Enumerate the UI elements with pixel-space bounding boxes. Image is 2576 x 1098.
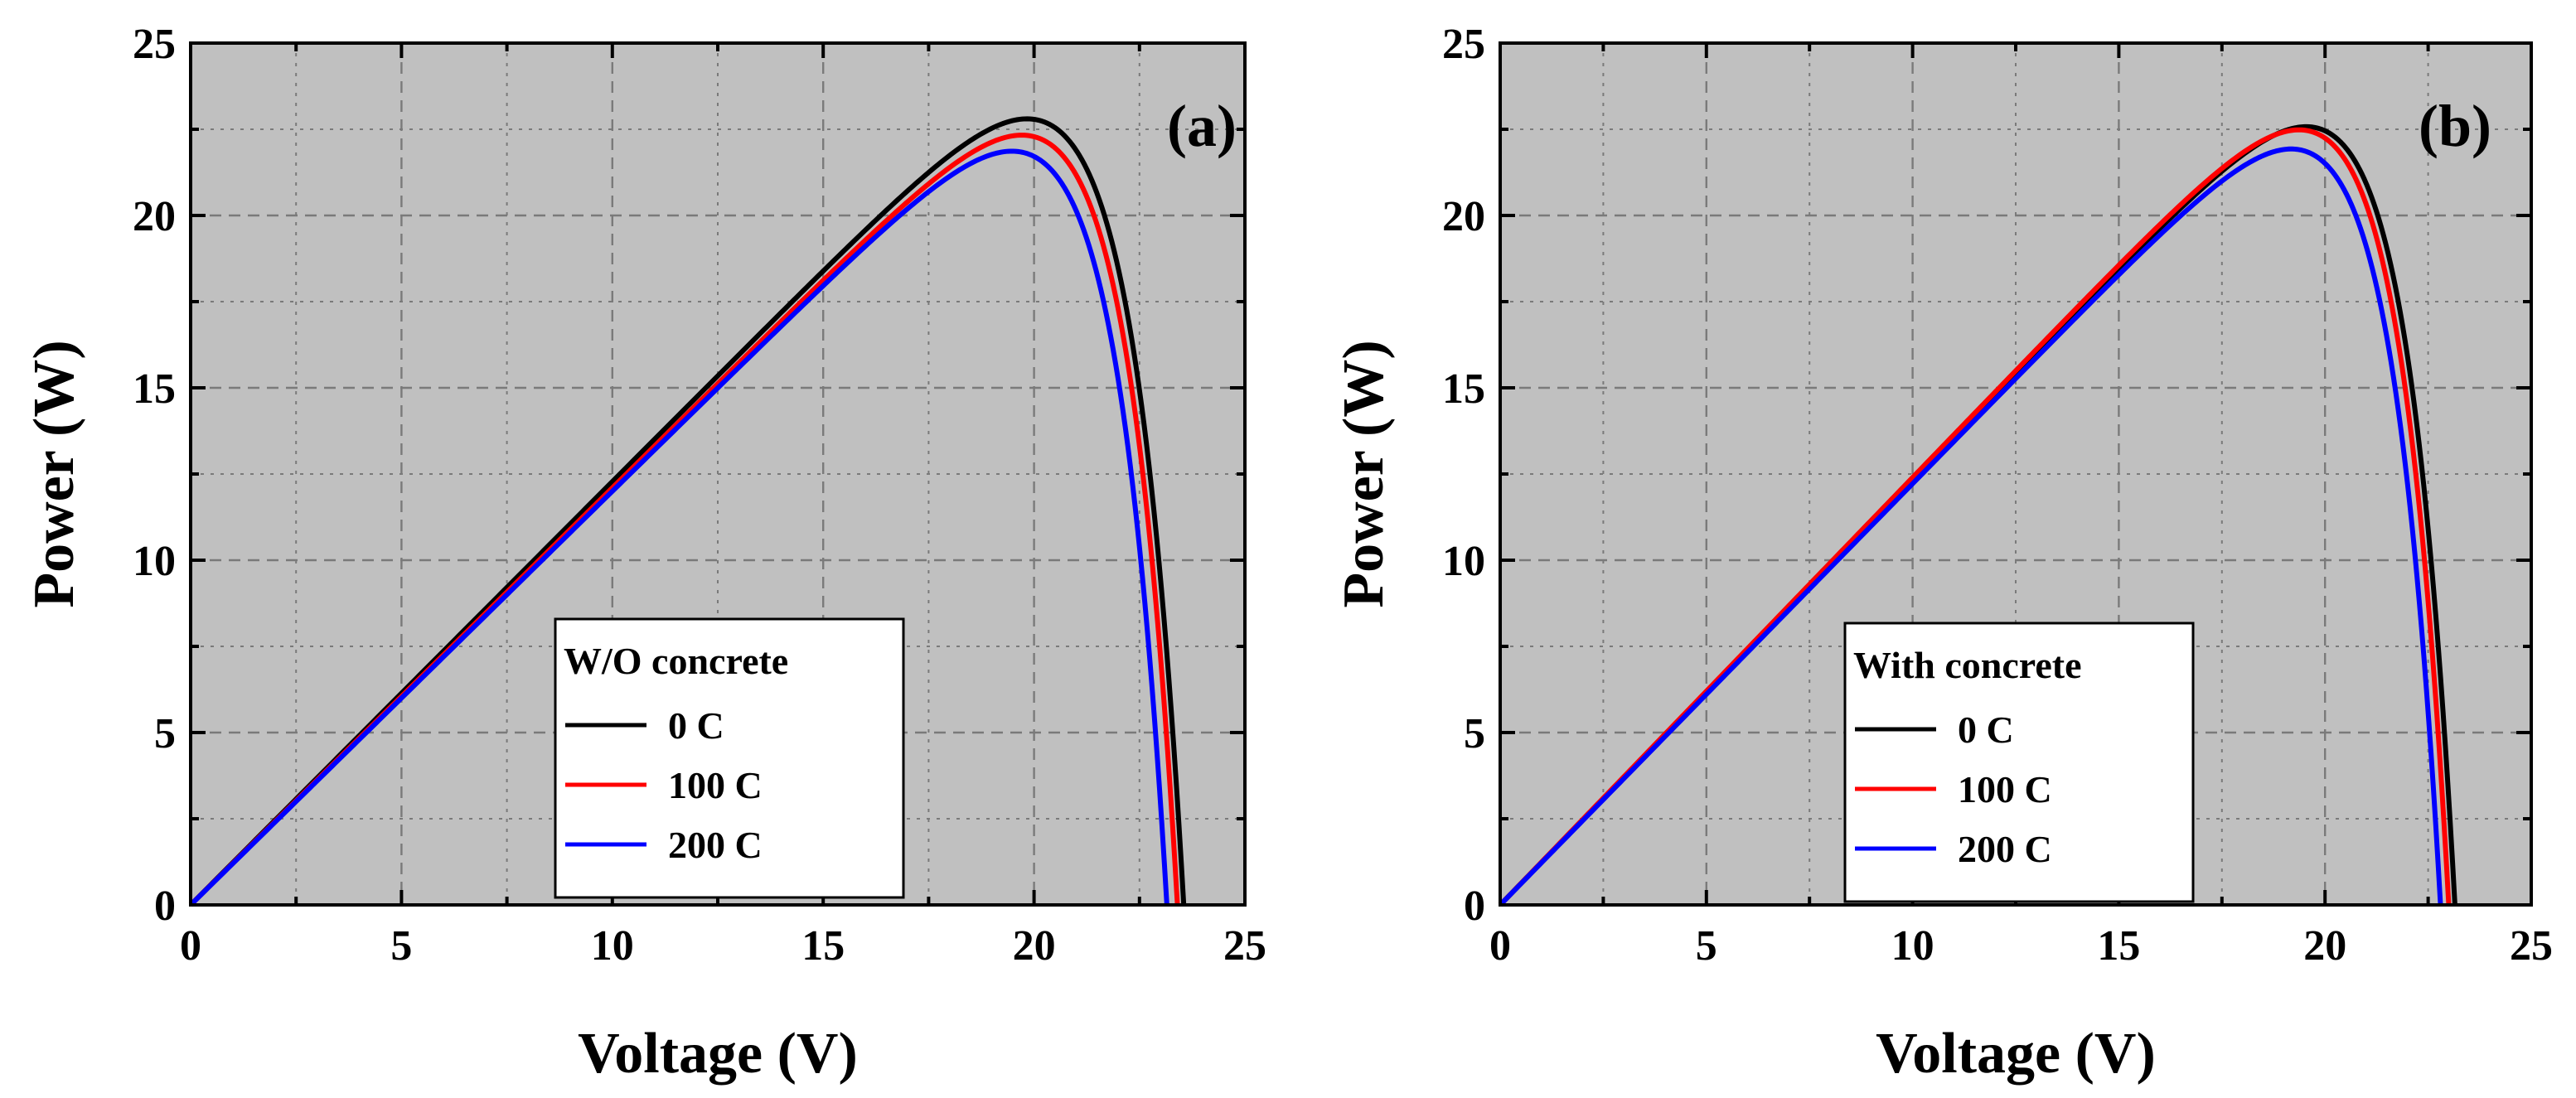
x-tick-label: 10	[1891, 922, 1934, 970]
y-tick-label: 10	[1442, 538, 1485, 585]
legend: W/O concrete 0 C 100 C 200 C	[554, 617, 905, 899]
y-tick-label: 0	[1464, 883, 1485, 930]
x-tick-label: 25	[2510, 922, 2553, 970]
panel-label: (a)	[1167, 93, 1237, 159]
y-tick-label: 10	[133, 538, 176, 585]
x-axis-title: Voltage (V)	[1876, 1022, 2156, 1086]
legend-label: 0 C	[668, 704, 724, 747]
chart-panel-a: 0 5 10 15 20 25 0 5 10 15 20 25 Voltage …	[22, 21, 1266, 1086]
y-tick-label: 25	[1442, 21, 1485, 68]
x-axis-title: Voltage (V)	[578, 1022, 858, 1086]
series-lines	[1498, 123, 2457, 907]
series-line	[188, 148, 1169, 907]
y-tick-label: 15	[1442, 365, 1485, 413]
y-axis-title: Power (W)	[22, 340, 86, 607]
legend-label: 200 C	[1958, 828, 2052, 870]
legend-label: 100 C	[668, 764, 763, 806]
x-tick-label: 10	[591, 922, 634, 970]
legend-label: 100 C	[1958, 768, 2052, 810]
legend-box	[1843, 622, 2195, 903]
y-tick-label: 0	[154, 883, 176, 930]
panel-label: (b)	[2419, 93, 2491, 159]
x-tick-label: 25	[1223, 922, 1266, 970]
legend-label: 200 C	[668, 824, 763, 866]
x-tick-label: 15	[801, 922, 845, 970]
x-tick-label: 20	[1013, 922, 1056, 970]
series-line	[1498, 146, 2443, 907]
y-tick-label: 20	[133, 193, 176, 240]
y-axis-title: Power (W)	[1332, 340, 1396, 607]
series-lines	[188, 116, 1187, 907]
legend-box	[554, 617, 905, 899]
y-tick-label: 20	[1442, 193, 1485, 240]
legend-title: With concrete	[1853, 644, 2082, 686]
y-tick-label: 5	[1464, 710, 1485, 757]
chart-panel-b: 0 5 10 15 20 25 0 5 10 15 20 25 Voltage …	[1332, 21, 2553, 1086]
legend-label: 0 C	[1958, 709, 2014, 751]
x-tick-label: 20	[2303, 922, 2346, 970]
y-tick-label: 25	[133, 21, 176, 68]
legend: With concrete 0 C 100 C 200 C	[1843, 622, 2195, 903]
y-tick-label: 5	[154, 710, 176, 757]
tick-marks	[1499, 41, 2533, 907]
legend-title: W/O concrete	[564, 640, 788, 682]
x-tick-label: 0	[1489, 922, 1511, 970]
x-tick-label: 5	[390, 922, 412, 970]
x-tick-label: 5	[1696, 922, 1717, 970]
x-tick-label: 15	[2097, 922, 2140, 970]
x-tick-label: 0	[180, 922, 201, 970]
y-tick-label: 15	[133, 365, 176, 413]
